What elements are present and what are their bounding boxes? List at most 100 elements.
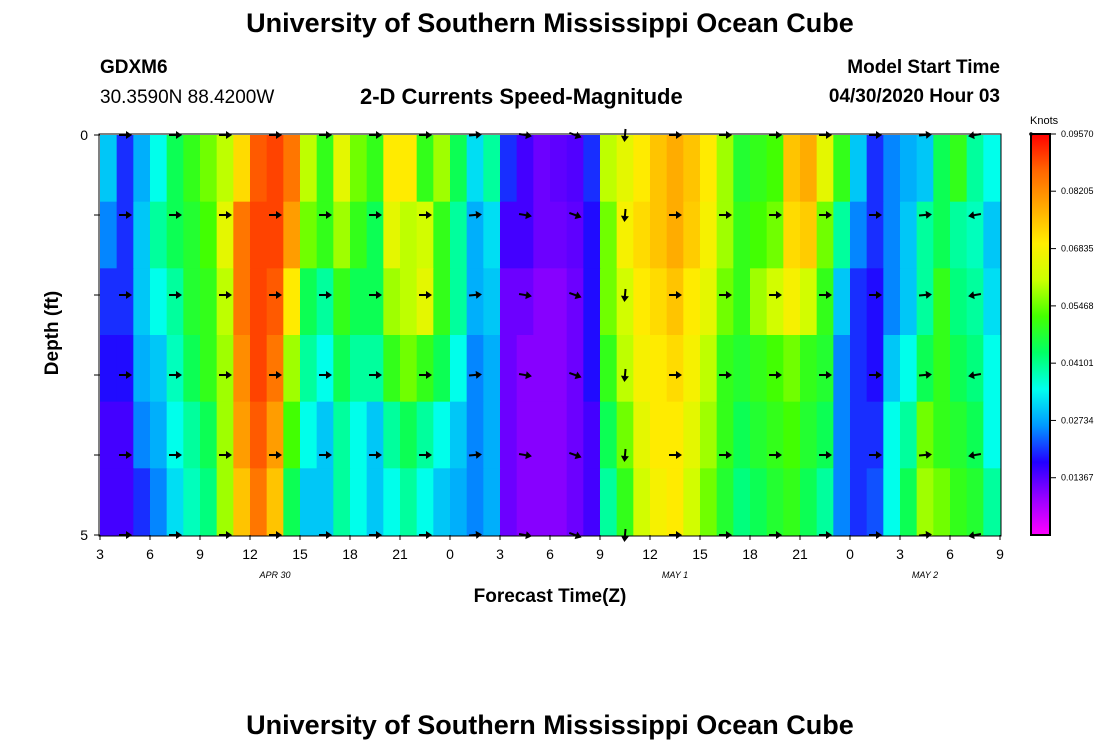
- current-vector-arrow: [918, 370, 932, 379]
- heatmap-cell: [616, 268, 634, 336]
- heatmap-cell: [150, 135, 168, 203]
- heatmap-cell: [966, 468, 984, 536]
- heatmap-cell: [600, 201, 618, 269]
- heatmap-cell: [433, 335, 451, 403]
- heatmap-cell: [583, 135, 601, 203]
- x-tick-label: 9: [996, 546, 1004, 562]
- product-subtitle: 2-D Currents Speed-Magnitude: [360, 84, 683, 109]
- heatmap-cell: [633, 268, 651, 336]
- x-tick-label: 15: [692, 546, 708, 562]
- heatmap-cell: [583, 201, 601, 269]
- heatmap-cell: [166, 468, 184, 536]
- x-tick-label: 18: [742, 546, 758, 562]
- heatmap-cell: [300, 468, 318, 536]
- current-vector-arrow: [319, 451, 332, 459]
- heatmap-cell: [566, 401, 584, 469]
- current-vector-arrow: [119, 291, 132, 299]
- current-vector-arrow: [918, 130, 932, 139]
- model-start-value: 04/30/2020 Hour 03: [828, 86, 1000, 107]
- heatmap-cell: [883, 268, 901, 336]
- current-vector-arrow: [169, 291, 182, 299]
- heatmap-cell: [616, 201, 634, 269]
- heatmap-cell: [283, 135, 301, 203]
- current-vector-arrow: [319, 291, 332, 299]
- heatmap-cell: [933, 468, 951, 536]
- current-vector-arrow: [669, 531, 682, 539]
- current-vector-arrow: [219, 131, 232, 139]
- heatmap-cell: [733, 268, 751, 336]
- heatmap-cell: [400, 468, 418, 536]
- heatmap-cell: [183, 201, 201, 269]
- heatmap-cell: [866, 268, 884, 336]
- current-vector-arrow: [269, 131, 282, 139]
- heatmap-cell: [166, 268, 184, 336]
- heatmap-cell: [550, 135, 568, 203]
- current-vector-arrow: [669, 291, 682, 299]
- heatmap-cell: [716, 201, 734, 269]
- heatmap-cell: [750, 135, 768, 203]
- current-vector-arrow: [620, 528, 629, 542]
- heatmap-cell: [516, 335, 534, 403]
- heatmap-cell: [333, 401, 351, 469]
- current-vector-arrow: [968, 531, 982, 540]
- current-vector-arrow: [518, 531, 532, 540]
- heatmap-cell: [200, 468, 218, 536]
- heatmap-cell: [966, 401, 984, 469]
- heatmap-cell: [416, 268, 434, 336]
- heatmap-cell: [983, 201, 1001, 269]
- heatmap-cell: [733, 135, 751, 203]
- heatmap-cell: [800, 135, 818, 203]
- heatmap-cell: [466, 335, 484, 403]
- heatmap-cell: [100, 201, 118, 269]
- heatmap-cell: [316, 335, 334, 403]
- current-vector-arrow: [369, 291, 382, 299]
- heatmap-cell: [533, 201, 551, 269]
- heatmap-cell: [650, 335, 668, 403]
- heatmap-cell: [950, 135, 968, 203]
- heatmap-cell: [116, 335, 134, 403]
- heatmap-cell: [233, 335, 251, 403]
- heatmap-cell: [316, 135, 334, 203]
- current-vector-arrow: [119, 531, 132, 539]
- heatmap-cell: [783, 468, 801, 536]
- current-vector-arrow: [369, 371, 382, 379]
- current-vector-arrow: [819, 531, 832, 539]
- current-vector-arrow: [719, 371, 732, 379]
- colorbar: [1030, 133, 1051, 536]
- heatmap-cell: [183, 401, 201, 469]
- heatmap-cell: [900, 468, 918, 536]
- current-vector-arrow: [769, 131, 782, 139]
- current-vector-arrow: [269, 451, 282, 459]
- heatmap-cell: [966, 135, 984, 203]
- heatmap-cell: [200, 401, 218, 469]
- heatmap-cell: [250, 468, 268, 536]
- heatmap-cell: [366, 268, 384, 336]
- heatmap-cell: [850, 135, 868, 203]
- heatmap-cell: [933, 401, 951, 469]
- heatmap-cell: [550, 335, 568, 403]
- heatmap-cell: [800, 335, 818, 403]
- current-vector-arrow: [119, 131, 132, 139]
- heatmap-cell: [333, 268, 351, 336]
- heatmap-cell: [183, 335, 201, 403]
- heatmap-cell: [400, 268, 418, 336]
- heatmap-cell: [283, 335, 301, 403]
- heatmap-cell: [916, 335, 934, 403]
- heatmap-cell: [250, 201, 268, 269]
- current-vector-arrow: [918, 450, 932, 459]
- colorbar-ticks: 0.09570 0.08205 0.06835 0.05468 0.04101 0.027…: [1029, 129, 1094, 483]
- heatmap-cell: [366, 468, 384, 536]
- current-vector-arrow: [869, 131, 882, 139]
- heatmap-cell: [766, 201, 784, 269]
- heatmap-cell: [933, 201, 951, 269]
- heatmap-cell: [950, 401, 968, 469]
- heatmap-cell: [783, 335, 801, 403]
- heatmap-cell: [816, 135, 834, 203]
- heatmap-cell: [466, 201, 484, 269]
- current-vector-arrow: [518, 451, 532, 460]
- current-vector-arrow: [169, 131, 182, 139]
- model-start-label: Model Start Time: [847, 57, 1000, 78]
- heatmap-cell: [783, 268, 801, 336]
- heatmap-cell: [450, 468, 468, 536]
- heatmap-cell: [516, 201, 534, 269]
